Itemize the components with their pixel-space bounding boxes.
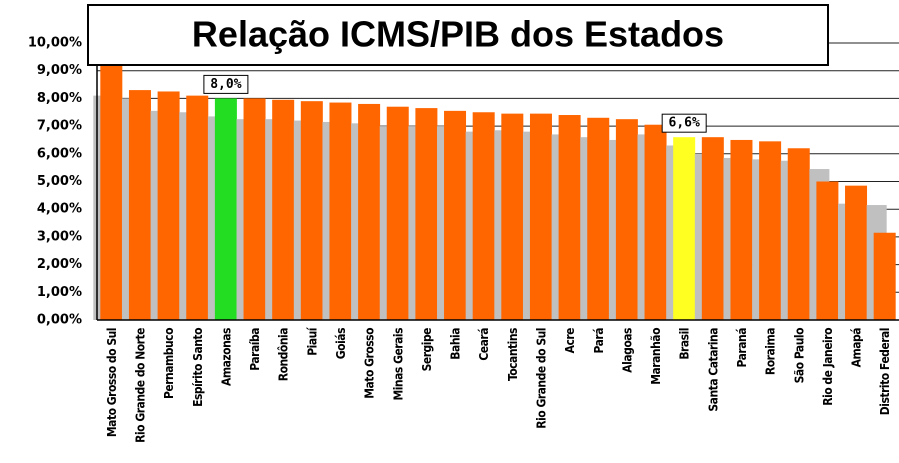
y-tick-label: 9,00%	[37, 63, 82, 78]
bar	[501, 113, 524, 320]
y-tick-label: 10,00%	[28, 36, 82, 51]
x-tick-label: São Paulo	[792, 328, 806, 383]
bar	[300, 101, 323, 320]
chart-title: Relação ICMS/PIB dos Estados	[192, 14, 724, 55]
bar	[386, 106, 409, 321]
bar	[472, 112, 495, 320]
x-tick-label: Goiás	[334, 328, 348, 359]
y-tick-label: 7,00%	[37, 119, 82, 134]
bar	[100, 62, 123, 320]
bar	[128, 90, 151, 320]
y-tick-label: 1,00%	[37, 285, 82, 300]
bar	[529, 113, 552, 320]
data-label-box	[661, 113, 707, 133]
bar	[558, 115, 581, 321]
y-tick-label: 0,00%	[37, 313, 82, 328]
data-label: 6,6%	[669, 116, 700, 131]
bar	[329, 102, 352, 321]
bar	[358, 103, 381, 320]
x-tick-label: Sergipe	[420, 328, 434, 372]
bar	[157, 91, 180, 320]
x-tick-label: Amazonas	[219, 328, 233, 386]
x-tick-label: Pernambuco	[162, 328, 176, 399]
x-tick-label: Paraná	[735, 328, 749, 368]
y-tick-label: 4,00%	[37, 202, 82, 217]
bar	[816, 181, 839, 320]
x-tick-label: Ceará	[477, 328, 491, 361]
bar	[873, 232, 896, 320]
x-tick-label: Amapá	[850, 328, 864, 368]
bar	[644, 124, 667, 320]
x-tick-label: Tocantins	[506, 328, 520, 381]
x-tick-label: Mato Grosso	[363, 328, 377, 399]
bar	[730, 139, 753, 320]
bar	[701, 137, 724, 320]
y-tick-label: 6,00%	[37, 146, 82, 161]
x-tick-label: Piauí	[305, 326, 319, 356]
y-tick-label: 8,00%	[37, 91, 82, 106]
x-tick-label: Roraima	[764, 328, 778, 375]
bar	[787, 148, 810, 320]
x-tick-label: Mato Grosso do Sul	[105, 328, 119, 437]
x-tick-label: Distrito Federal	[878, 328, 892, 415]
y-tick-label: 5,00%	[37, 174, 82, 189]
y-tick-label: 3,00%	[37, 229, 82, 244]
bar	[272, 99, 295, 320]
x-tick-label: Rio Grande do Sul	[534, 328, 548, 429]
x-tick-label: Maranhão	[649, 328, 663, 385]
bar	[186, 95, 209, 320]
bar	[673, 137, 696, 320]
bar	[759, 141, 782, 320]
bar	[845, 185, 868, 320]
data-label: 8,0%	[210, 77, 241, 92]
bar	[587, 117, 610, 320]
x-tick-label: Bahia	[449, 328, 463, 360]
bar	[415, 108, 438, 320]
y-tick-label: 2,00%	[37, 257, 82, 272]
x-tick-label: Brasil	[678, 328, 692, 360]
bar	[214, 98, 237, 321]
bar	[615, 119, 638, 320]
x-tick-label: Acre	[563, 328, 577, 354]
x-tick-label: Pará	[592, 328, 606, 354]
x-tick-label: Espírito Santo	[191, 328, 205, 407]
bar	[243, 98, 266, 321]
data-label-box	[203, 74, 249, 94]
title-box	[87, 4, 829, 66]
bar	[444, 110, 467, 321]
x-tick-label: Alagoas	[620, 328, 634, 373]
x-tick-label: Rio de Janeiro	[821, 328, 835, 406]
x-tick-label: Rondônia	[277, 328, 291, 381]
x-tick-label: Paraíba	[248, 328, 262, 371]
x-tick-label: Minas Gerais	[391, 328, 405, 401]
x-tick-label: Rio Grande do Norte	[133, 328, 147, 443]
x-tick-label: Santa Catarina	[706, 328, 720, 412]
